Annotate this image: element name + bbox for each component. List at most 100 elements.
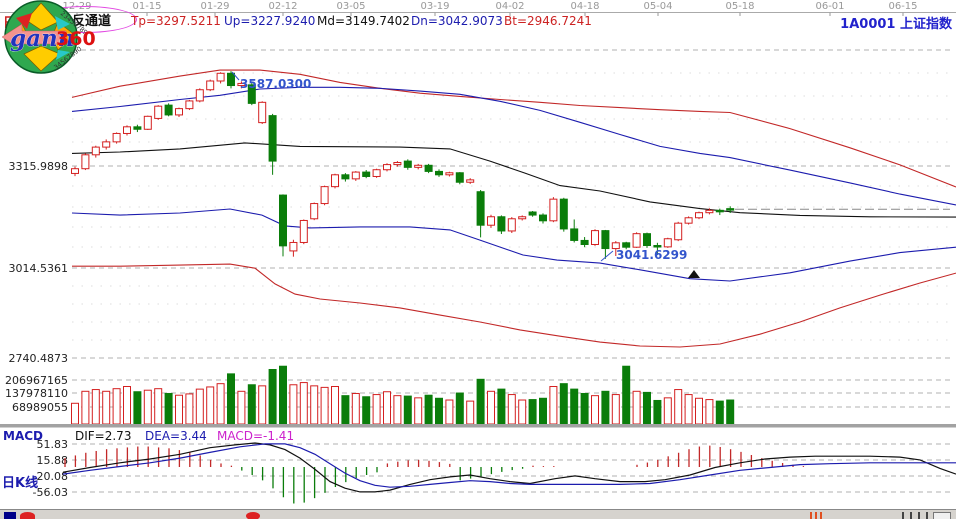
candle-body[interactable] xyxy=(476,191,485,226)
taskbar-tray-box[interactable] xyxy=(933,512,951,519)
candle-body[interactable] xyxy=(331,174,339,188)
volume-bar[interactable] xyxy=(123,386,131,425)
candle-body[interactable] xyxy=(518,216,527,220)
candle-body[interactable] xyxy=(102,141,111,148)
candle-body[interactable] xyxy=(539,214,547,222)
candle-body[interactable] xyxy=(726,208,735,211)
candle-body[interactable] xyxy=(393,161,402,166)
candle-body[interactable] xyxy=(383,164,391,171)
taskbar-icon-ticks[interactable] xyxy=(902,512,932,519)
volume-bar[interactable] xyxy=(580,392,589,425)
volume-bar[interactable] xyxy=(476,378,485,425)
volume-bar[interactable] xyxy=(435,397,443,425)
candle-body[interactable] xyxy=(570,228,579,241)
volume-bar[interactable] xyxy=(559,383,568,425)
candle-body[interactable] xyxy=(112,132,121,143)
volume-bar[interactable] xyxy=(611,394,620,425)
candle-body[interactable] xyxy=(663,238,672,248)
candle-body[interactable] xyxy=(497,216,506,232)
taskbar-icon-red-2[interactable] xyxy=(246,512,260,519)
candle-body[interactable] xyxy=(310,203,319,220)
candle-body[interactable] xyxy=(351,171,360,180)
candle-body[interactable] xyxy=(487,216,495,226)
volume-bar[interactable] xyxy=(102,390,111,425)
candle-body[interactable] xyxy=(154,105,163,119)
volume-bar[interactable] xyxy=(705,399,714,425)
volume-bar[interactable] xyxy=(133,391,142,425)
volume-bar[interactable] xyxy=(674,389,683,425)
candle-body[interactable] xyxy=(424,164,433,172)
volume-bar[interactable] xyxy=(320,386,329,425)
volume-bar[interactable] xyxy=(570,388,579,425)
candle-body[interactable] xyxy=(164,104,173,116)
candle-body[interactable] xyxy=(362,171,371,177)
candle-body[interactable] xyxy=(445,172,454,176)
volume-bar[interactable] xyxy=(549,386,558,425)
candle-body[interactable] xyxy=(601,230,610,250)
candle-body[interactable] xyxy=(123,126,131,134)
volume-bar[interactable] xyxy=(601,390,610,425)
volume-bar[interactable] xyxy=(539,397,547,425)
volume-bar[interactable] xyxy=(715,400,724,425)
candle-body[interactable] xyxy=(206,80,215,91)
candle-body[interactable] xyxy=(71,168,79,174)
candle-body[interactable] xyxy=(695,212,703,219)
candle-body[interactable] xyxy=(279,194,287,247)
taskbar-icon-red[interactable] xyxy=(20,512,35,519)
volume-bar[interactable] xyxy=(164,392,173,425)
volume-bar[interactable] xyxy=(726,399,735,425)
candle-body[interactable] xyxy=(455,172,464,183)
candle-body[interactable] xyxy=(258,101,267,124)
volume-bar[interactable] xyxy=(528,399,537,425)
candle-body[interactable] xyxy=(216,72,225,82)
volume-bar[interactable] xyxy=(185,393,194,425)
candle-body[interactable] xyxy=(715,209,724,213)
volume-bar[interactable] xyxy=(622,365,631,425)
volume-bar[interactable] xyxy=(632,390,641,425)
candle-body[interactable] xyxy=(143,115,152,130)
volume-bar[interactable] xyxy=(227,373,235,425)
candle-body[interactable] xyxy=(507,218,516,232)
volume-bar[interactable] xyxy=(684,394,693,425)
candle-body[interactable] xyxy=(643,233,651,247)
volume-bar[interactable] xyxy=(695,397,703,425)
volume-bar[interactable] xyxy=(175,394,183,425)
candle-body[interactable] xyxy=(559,198,568,230)
volume-bar[interactable] xyxy=(81,390,90,425)
candle-body[interactable] xyxy=(403,160,412,168)
volume-bar[interactable] xyxy=(268,369,277,425)
candle-body[interactable] xyxy=(175,108,183,116)
volume-bar[interactable] xyxy=(653,399,662,425)
candle-body[interactable] xyxy=(466,179,475,183)
volume-bar[interactable] xyxy=(112,388,121,425)
volume-bar[interactable] xyxy=(341,395,350,425)
volume-bar[interactable] xyxy=(279,365,287,425)
candle-body[interactable] xyxy=(237,82,246,87)
volume-bar[interactable] xyxy=(507,394,516,425)
candle-body[interactable] xyxy=(227,72,235,87)
candle-body[interactable] xyxy=(414,164,423,168)
candle-body[interactable] xyxy=(632,233,641,248)
volume-bar[interactable] xyxy=(216,383,225,425)
candle-body[interactable] xyxy=(580,239,589,245)
candle-body[interactable] xyxy=(622,242,631,248)
volume-bar[interactable] xyxy=(445,399,454,425)
candle-body[interactable] xyxy=(653,245,662,248)
candle-body[interactable] xyxy=(247,84,256,104)
volume-bar[interactable] xyxy=(663,397,672,425)
candle-body[interactable] xyxy=(133,126,142,130)
volume-bar[interactable] xyxy=(393,395,402,425)
volume-bar[interactable] xyxy=(643,391,651,425)
volume-bar[interactable] xyxy=(310,385,319,425)
volume-bar[interactable] xyxy=(258,385,267,425)
candle-body[interactable] xyxy=(268,115,277,162)
volume-bar[interactable] xyxy=(455,392,464,425)
volume-bar[interactable] xyxy=(403,395,412,425)
candle-body[interactable] xyxy=(705,209,714,214)
candle-body[interactable] xyxy=(549,198,558,222)
volume-bar[interactable] xyxy=(518,399,527,425)
candle-body[interactable] xyxy=(320,186,329,205)
volume-bar[interactable] xyxy=(424,394,433,425)
volume-bar[interactable] xyxy=(372,394,381,425)
